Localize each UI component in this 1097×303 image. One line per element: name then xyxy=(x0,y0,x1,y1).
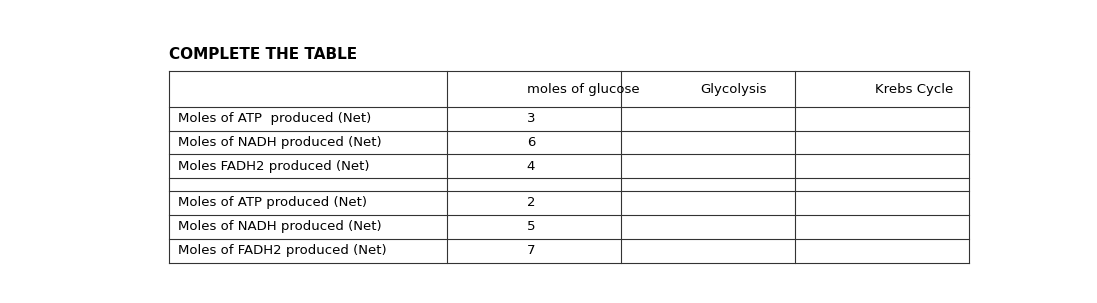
Text: 2: 2 xyxy=(527,196,535,209)
Text: Moles of NADH produced (Net): Moles of NADH produced (Net) xyxy=(178,220,382,233)
Text: Moles of ATP produced (Net): Moles of ATP produced (Net) xyxy=(178,196,366,209)
Text: Moles FADH2 produced (Net): Moles FADH2 produced (Net) xyxy=(178,160,370,173)
Text: COMPLETE THE TABLE: COMPLETE THE TABLE xyxy=(169,47,358,62)
Text: 7: 7 xyxy=(527,244,535,257)
Text: 6: 6 xyxy=(527,136,535,149)
Text: moles of glucose: moles of glucose xyxy=(527,82,640,95)
Text: 4: 4 xyxy=(527,160,535,173)
Text: Moles of ATP  produced (Net): Moles of ATP produced (Net) xyxy=(178,112,371,125)
Text: Glycolysis: Glycolysis xyxy=(701,82,767,95)
Text: 5: 5 xyxy=(527,220,535,233)
Text: 3: 3 xyxy=(527,112,535,125)
Text: Moles of FADH2 produced (Net): Moles of FADH2 produced (Net) xyxy=(178,244,386,257)
Text: Krebs Cycle: Krebs Cycle xyxy=(874,82,953,95)
Text: Moles of NADH produced (Net): Moles of NADH produced (Net) xyxy=(178,136,382,149)
